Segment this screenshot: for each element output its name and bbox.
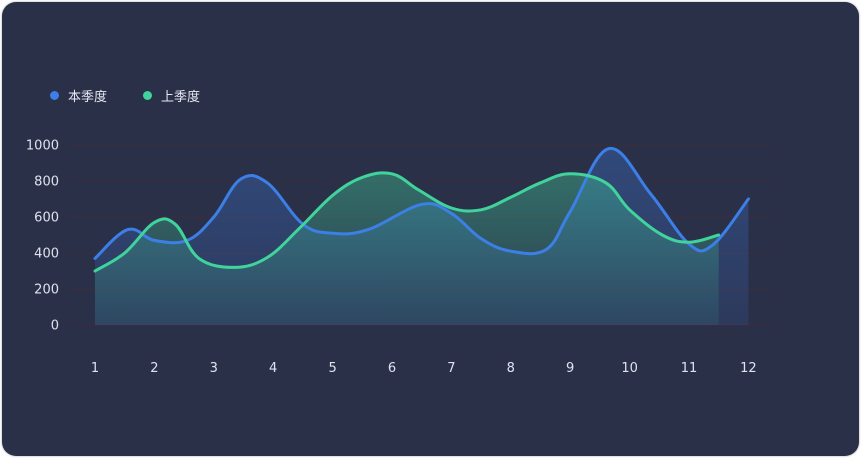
y-tick-label: 600 xyxy=(34,211,59,226)
x-tick-label: 4 xyxy=(269,361,277,376)
x-tick-label: 9 xyxy=(566,361,574,376)
line-layer xyxy=(93,147,750,273)
x-tick-label: 1 xyxy=(91,361,99,376)
legend-dot-current xyxy=(50,91,59,100)
y-tick-label: 200 xyxy=(34,283,59,298)
x-tick-label: 11 xyxy=(681,361,698,376)
x-tick-label: 5 xyxy=(328,361,336,376)
area-layer xyxy=(95,148,749,325)
series-area-previous xyxy=(95,172,719,325)
y-tick-label: 800 xyxy=(34,175,59,190)
y-tick-label: 0 xyxy=(51,319,59,334)
x-tick-label: 6 xyxy=(388,361,396,376)
legend-label-previous: 上季度 xyxy=(161,90,201,105)
series-line-current[interactable] xyxy=(93,147,750,260)
x-tick-label: 8 xyxy=(507,361,515,376)
x-tick-label: 12 xyxy=(740,361,757,376)
y-axis: 0 200 400 600 800 1000 xyxy=(26,139,59,334)
x-tick-label: 7 xyxy=(447,361,455,376)
legend-item-previous[interactable]: 上季度 xyxy=(143,86,200,105)
legend-dot-previous xyxy=(143,91,153,100)
x-axis: 1 2 3 4 5 6 7 8 9 10 11 12 xyxy=(91,361,757,376)
y-tick-label: 1000 xyxy=(26,139,59,154)
y-tick-label: 400 xyxy=(34,247,59,262)
x-tick-label: 2 xyxy=(150,361,158,376)
x-tick-label: 3 xyxy=(210,361,218,376)
legend-label-current: 本季度 xyxy=(68,90,108,105)
x-tick-label: 10 xyxy=(621,361,638,376)
legend: 本季度 上季度 xyxy=(50,86,236,105)
series-line-previous[interactable] xyxy=(93,171,721,273)
legend-item-current[interactable]: 本季度 xyxy=(50,86,107,105)
